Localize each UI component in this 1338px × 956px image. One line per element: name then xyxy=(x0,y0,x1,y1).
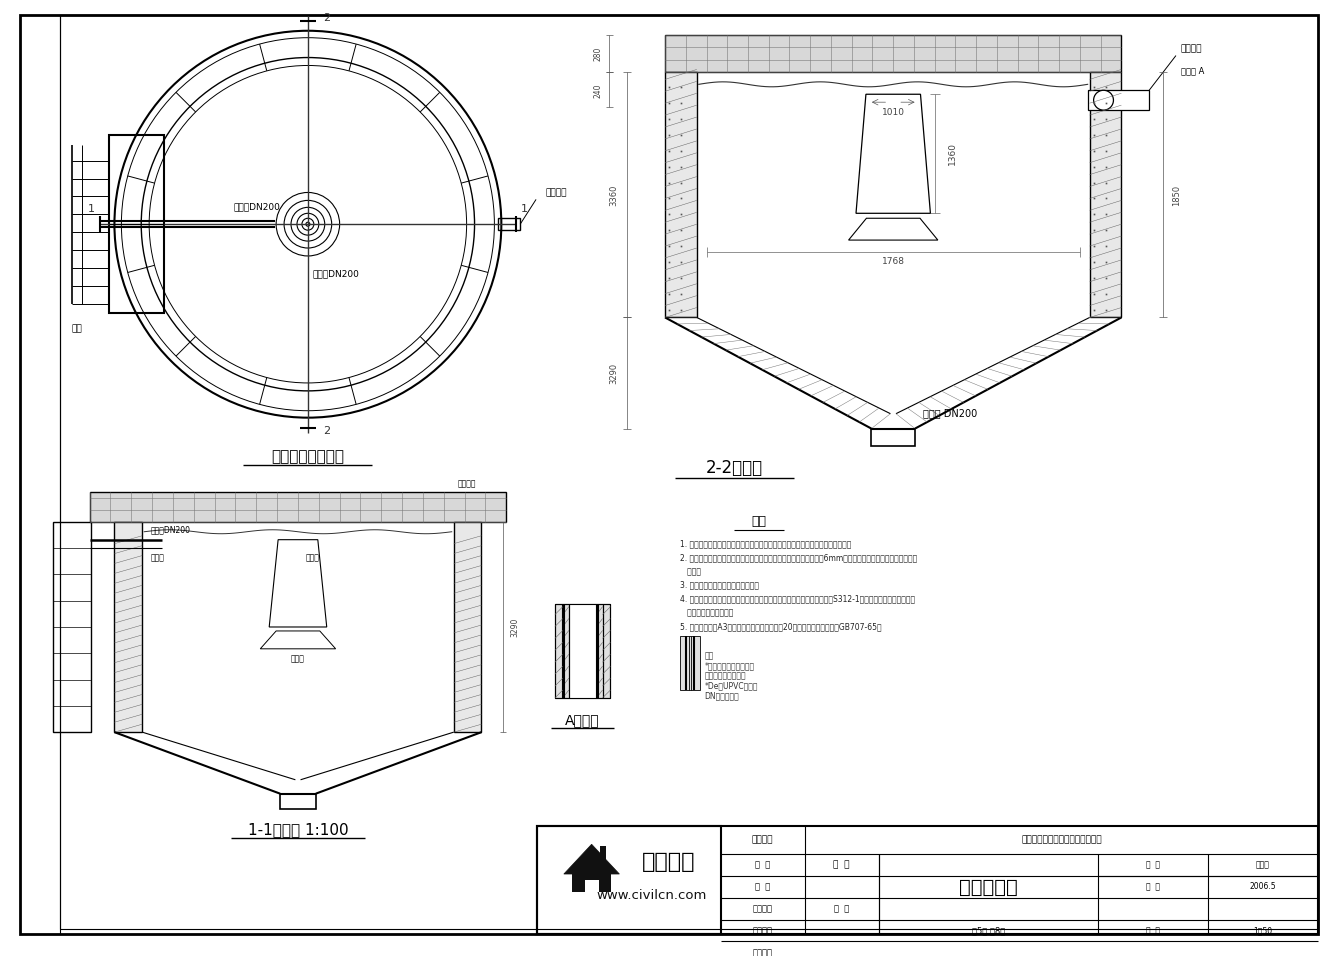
Text: 原  别: 原 别 xyxy=(755,860,769,870)
Bar xyxy=(454,522,482,732)
Text: *De为UPVC套管，: *De为UPVC套管， xyxy=(705,681,759,690)
Text: 防水套管: 防水套管 xyxy=(1181,44,1203,54)
Text: www.civilcn.com: www.civilcn.com xyxy=(595,889,706,902)
Text: 专  业: 专 业 xyxy=(1145,860,1160,870)
Text: 3290: 3290 xyxy=(511,618,519,637)
Text: 4. 进水管、出水管、排泥管穿池壁需预埋套管，套管采用给排水标准图集S312-1型钢性防水套管，大样图和: 4. 进水管、出水管、排泥管穿池壁需预埋套管，套管采用给排水标准图集S312-1… xyxy=(680,595,915,603)
Text: 土木工程: 土木工程 xyxy=(642,852,696,872)
Text: 3. 池底竣坡完工后不得有渗漏现象。: 3. 池底竣坡完工后不得有渗漏现象。 xyxy=(680,581,759,590)
Text: 给排水: 给排水 xyxy=(1256,860,1270,870)
Text: 2: 2 xyxy=(322,425,330,436)
Text: 日  期: 日 期 xyxy=(1145,882,1160,891)
Text: 中间沉淀池: 中间沉淀池 xyxy=(959,879,1018,898)
Text: 2. 中心管支架为槽钢，池壁预埋钢板，中心管用钢板制作，钢板厚度6mm，表面先涂樟井一遍，再涂沥青两遍: 2. 中心管支架为槽钢，池壁预埋钢板，中心管用钢板制作，钢板厚度6mm，表面先涂… xyxy=(680,553,917,562)
Bar xyxy=(90,492,506,522)
Text: 2-2剖面图: 2-2剖面图 xyxy=(706,459,763,477)
Bar xyxy=(555,603,610,698)
Bar xyxy=(665,73,697,317)
Text: 排泥管 DN200: 排泥管 DN200 xyxy=(923,407,977,418)
Text: 工程名称: 工程名称 xyxy=(752,836,773,845)
Text: 1：50: 1：50 xyxy=(1254,926,1272,935)
Bar xyxy=(871,428,915,446)
Bar xyxy=(680,636,700,690)
Text: 进水管DN200: 进水管DN200 xyxy=(150,525,190,534)
Text: 集水槽: 集水槽 xyxy=(150,553,165,562)
Text: 比  例: 比 例 xyxy=(1145,926,1160,935)
Text: 见详图 A: 见详图 A xyxy=(1181,66,1204,75)
Bar xyxy=(110,135,165,314)
Text: 某制衣废水处理工程扩大初步设计: 某制衣废水处理工程扩大初步设计 xyxy=(1021,836,1101,845)
Text: 防腐。: 防腐。 xyxy=(680,567,701,576)
Text: 5. 所有钢材均为A3钢，中心管支架所用槽钢为20号槽钢，其详细尺寸见GB707-65。: 5. 所有钢材均为A3钢，中心管支架所用槽钢为20号槽钢，其详细尺寸见GB707… xyxy=(680,622,882,632)
Text: 3360: 3360 xyxy=(609,185,618,206)
Bar xyxy=(665,34,1121,73)
Text: 1: 1 xyxy=(522,205,529,214)
Text: 图  名: 图 名 xyxy=(834,860,850,870)
Bar xyxy=(498,218,520,230)
Text: 差  级: 差 级 xyxy=(755,882,769,891)
Bar xyxy=(571,874,611,892)
Text: 防水套管: 防水套管 xyxy=(458,480,476,489)
Bar xyxy=(1088,90,1149,110)
Text: 初次沉淀池平面图: 初次沉淀池平面图 xyxy=(272,449,344,464)
Bar xyxy=(585,880,598,892)
Bar xyxy=(555,603,610,698)
Text: 尺寸表见污泥浓缩池。: 尺寸表见污泥浓缩池。 xyxy=(680,609,733,618)
Text: 张  次: 张 次 xyxy=(834,904,850,913)
Text: 中心管: 中心管 xyxy=(306,553,320,562)
Polygon shape xyxy=(848,218,938,240)
Text: 1: 1 xyxy=(87,205,95,214)
Text: *水位线上为一般套管，: *水位线上为一般套管， xyxy=(705,662,755,670)
Text: 梯梯: 梯梯 xyxy=(71,324,82,333)
Text: A点详图: A点详图 xyxy=(566,713,599,727)
Text: 1850: 1850 xyxy=(1172,185,1181,206)
Text: 反射板: 反射板 xyxy=(292,654,305,663)
Circle shape xyxy=(1093,90,1113,110)
Text: 学生姓名: 学生姓名 xyxy=(752,926,772,935)
Bar xyxy=(280,793,316,809)
Bar xyxy=(537,826,721,934)
Bar xyxy=(570,603,597,698)
Text: 1360: 1360 xyxy=(947,142,957,165)
Text: 1-1剖面图 1:100: 1-1剖面图 1:100 xyxy=(248,822,348,836)
Text: 学生学号: 学生学号 xyxy=(752,948,772,956)
Text: 3290: 3290 xyxy=(609,362,618,383)
Text: 280: 280 xyxy=(593,47,602,61)
Text: 说明: 说明 xyxy=(752,515,767,529)
Text: 2: 2 xyxy=(322,12,330,23)
Text: DN为碳钢套管: DN为碳钢套管 xyxy=(705,691,740,700)
Text: 1768: 1768 xyxy=(882,257,904,267)
Text: 1. 中间沉淀池为钢筋混凝土结构，内壁防腐先刷冷底子油两遍，再刷沥青漆一遍。: 1. 中间沉淀池为钢筋混凝土结构，内壁防腐先刷冷底子油两遍，再刷沥青漆一遍。 xyxy=(680,539,851,548)
Text: 防水套管: 防水套管 xyxy=(546,188,567,197)
Polygon shape xyxy=(269,540,326,627)
Bar xyxy=(54,522,91,732)
Bar xyxy=(537,826,1318,934)
Bar xyxy=(1089,73,1121,317)
Bar xyxy=(599,846,606,860)
Text: 进水管DN200: 进水管DN200 xyxy=(233,202,281,211)
Text: 第5张 共8张: 第5张 共8张 xyxy=(971,926,1005,935)
Polygon shape xyxy=(563,844,619,874)
Text: 1010: 1010 xyxy=(882,108,904,117)
Text: 240: 240 xyxy=(593,83,602,98)
Text: 套管: 套管 xyxy=(705,651,714,661)
Text: 2006.5: 2006.5 xyxy=(1250,882,1276,891)
Bar xyxy=(115,522,142,732)
Text: 水位线下为防水套管: 水位线下为防水套管 xyxy=(705,671,747,680)
Polygon shape xyxy=(856,95,930,213)
Text: 排泥管DN200: 排泥管DN200 xyxy=(313,270,360,278)
Polygon shape xyxy=(261,631,336,649)
Text: 指导教师: 指导教师 xyxy=(752,904,772,913)
